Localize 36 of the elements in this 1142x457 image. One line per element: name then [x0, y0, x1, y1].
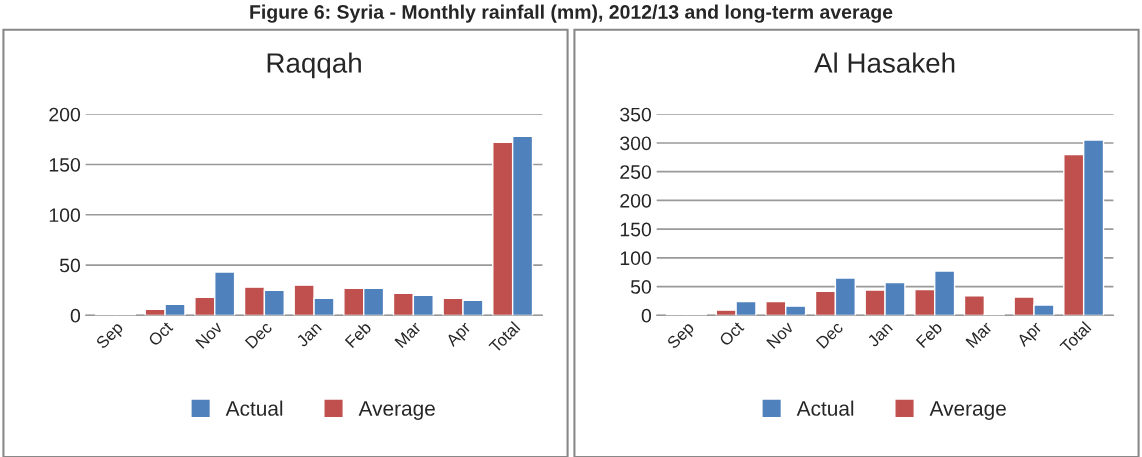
x-tick-label: Feb — [344, 320, 372, 349]
x-tick-label: Dec — [244, 320, 273, 349]
legend-label: Average — [358, 401, 435, 420]
y-tick-label: 350 — [620, 107, 652, 122]
y-tick-label: 50 — [630, 280, 652, 294]
x-tick-label: Nov — [766, 320, 795, 349]
legend-label: Actual — [796, 400, 854, 416]
x-tick-label: Jan — [866, 321, 893, 348]
legend-label: Actual — [225, 400, 283, 416]
x-tick-label: Mar — [394, 320, 422, 349]
x-tick-label: Apr — [445, 320, 474, 350]
x-tick-label: Oct — [147, 320, 174, 347]
y-tick-label: 150 — [620, 222, 652, 237]
y-tick-label: 150 — [49, 157, 81, 172]
x-tick-label: Nov — [195, 320, 224, 349]
x-tick-label: Feb — [915, 320, 943, 349]
x-tick-label: Apr — [1016, 320, 1045, 350]
legend-label: Average — [929, 401, 1006, 420]
chart-title: Raqqah — [267, 52, 361, 79]
y-tick-label: 50 — [59, 258, 81, 273]
chart-title: Al Hasakeh — [814, 52, 955, 73]
y-tick-label: 100 — [49, 208, 81, 223]
x-tick-label: Sep — [666, 321, 697, 352]
x-tick-label: Dec — [815, 320, 844, 349]
x-tick-label: Oct — [718, 320, 745, 347]
y-tick-label: 300 — [620, 136, 652, 151]
y-tick-label: 200 — [49, 107, 81, 122]
caption: Figure 6: Syria - Monthly rainfall (mm), 2012/13 and long-term average — [250, 4, 893, 23]
x-tick-label: Sep — [95, 321, 126, 352]
x-tick-label: Jan — [295, 321, 322, 348]
y-tick-label: 200 — [620, 193, 652, 208]
y-tick-label: 100 — [620, 251, 652, 266]
y-tick-label: 250 — [620, 165, 652, 179]
x-tick-label: Mar — [965, 320, 993, 349]
y-tick-label: 0 — [641, 308, 652, 323]
y-tick-label: 0 — [70, 308, 81, 323]
